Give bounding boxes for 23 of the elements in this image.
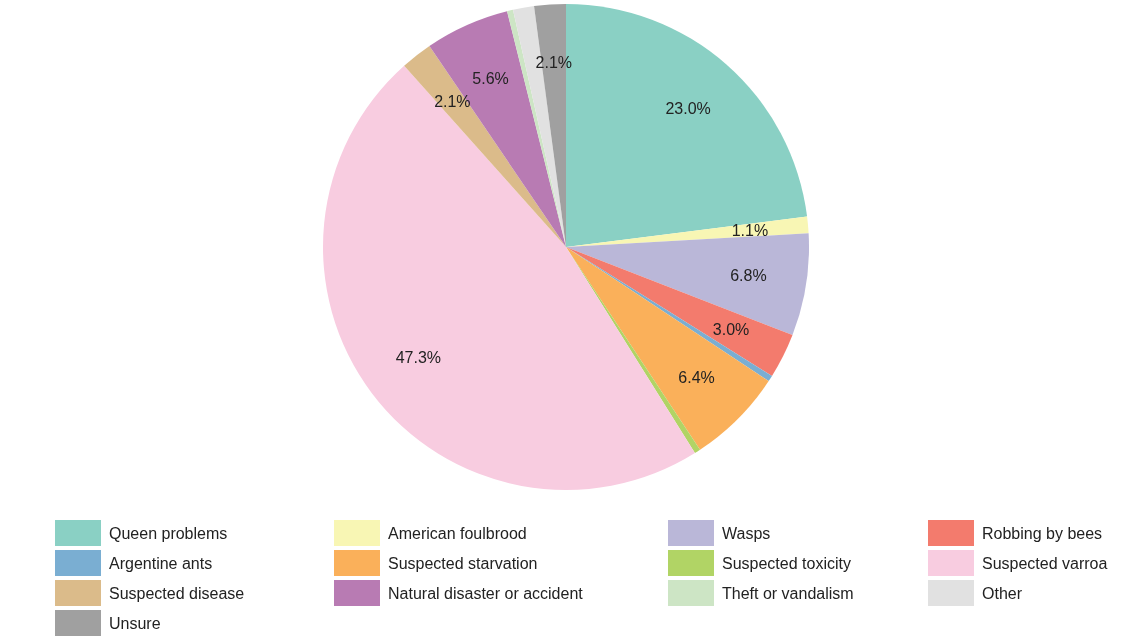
data-label: 5.6% [472,69,509,87]
data-label: 47.3% [395,349,441,367]
legend-label: Theft or vandalism [722,584,854,602]
legend-label: Suspected varroa [982,554,1108,572]
legend-label: Natural disaster or accident [388,584,584,602]
legend-label: Queen problems [109,524,228,542]
data-label: 6.8% [730,267,767,285]
legend-label: American foulbrood [388,524,527,542]
legend-label: Suspected starvation [388,554,538,572]
legend-label: Robbing by bees [982,524,1103,542]
data-label: 2.1% [434,92,471,110]
data-label: 23.0% [665,99,711,117]
data-label: 2.1% [535,54,573,72]
legend-label: Wasps [722,524,771,542]
legend-label: Other [982,584,1023,602]
pie-slice [566,247,769,450]
legend-label: Suspected toxicity [722,554,851,572]
legend-label: Suspected disease [109,584,245,602]
data-label: 1.1% [731,221,769,239]
legend-label: Unsure [109,614,161,632]
legend-label: Argentine ants [109,554,213,572]
data-label: 3.0% [712,321,750,339]
data-label: 6.4% [678,369,715,387]
